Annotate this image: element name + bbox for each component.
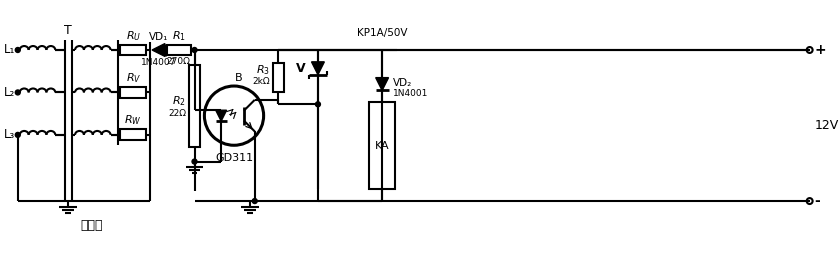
Text: $R_V$: $R_V$ bbox=[125, 71, 141, 85]
Circle shape bbox=[192, 47, 197, 53]
Text: T: T bbox=[64, 24, 72, 37]
Bar bbox=[189, 65, 200, 147]
Text: 2kΩ: 2kΩ bbox=[253, 77, 270, 86]
Circle shape bbox=[316, 102, 320, 107]
Text: L₃: L₃ bbox=[3, 129, 15, 141]
Bar bbox=[167, 44, 191, 55]
Text: -: - bbox=[815, 194, 821, 208]
Text: $R_1$: $R_1$ bbox=[171, 29, 186, 43]
Bar bbox=[120, 130, 146, 140]
Polygon shape bbox=[375, 78, 389, 90]
Circle shape bbox=[252, 199, 257, 203]
Text: +: + bbox=[815, 43, 827, 57]
Text: KP1A/50V: KP1A/50V bbox=[357, 28, 407, 38]
Text: B: B bbox=[235, 73, 243, 83]
Text: L₁: L₁ bbox=[3, 43, 15, 56]
Bar bbox=[370, 102, 395, 189]
Text: $R_U$: $R_U$ bbox=[126, 29, 141, 43]
Text: 270Ω: 270Ω bbox=[167, 57, 191, 66]
Text: 1N4001: 1N4001 bbox=[392, 89, 428, 98]
Text: VD₁: VD₁ bbox=[149, 31, 168, 42]
Text: 22Ω: 22Ω bbox=[168, 109, 186, 118]
Text: L₂: L₂ bbox=[3, 86, 15, 99]
Circle shape bbox=[15, 90, 20, 95]
Circle shape bbox=[15, 47, 20, 53]
Polygon shape bbox=[312, 62, 324, 75]
Text: 12V: 12V bbox=[815, 119, 839, 132]
Bar bbox=[273, 63, 284, 92]
Text: VD₂: VD₂ bbox=[392, 77, 412, 88]
Circle shape bbox=[15, 132, 20, 137]
Polygon shape bbox=[152, 44, 165, 56]
Text: V: V bbox=[296, 62, 306, 75]
Text: 中性线: 中性线 bbox=[81, 219, 103, 232]
Text: $R_3$: $R_3$ bbox=[256, 63, 270, 77]
Text: GD311: GD311 bbox=[215, 153, 253, 163]
Text: $R_W$: $R_W$ bbox=[124, 114, 142, 128]
Bar bbox=[120, 44, 146, 55]
Polygon shape bbox=[216, 110, 227, 121]
Bar bbox=[120, 87, 146, 98]
Circle shape bbox=[192, 159, 197, 164]
Text: $R_2$: $R_2$ bbox=[172, 94, 186, 108]
Text: 1N4007: 1N4007 bbox=[141, 58, 176, 67]
Text: KA: KA bbox=[375, 141, 390, 151]
